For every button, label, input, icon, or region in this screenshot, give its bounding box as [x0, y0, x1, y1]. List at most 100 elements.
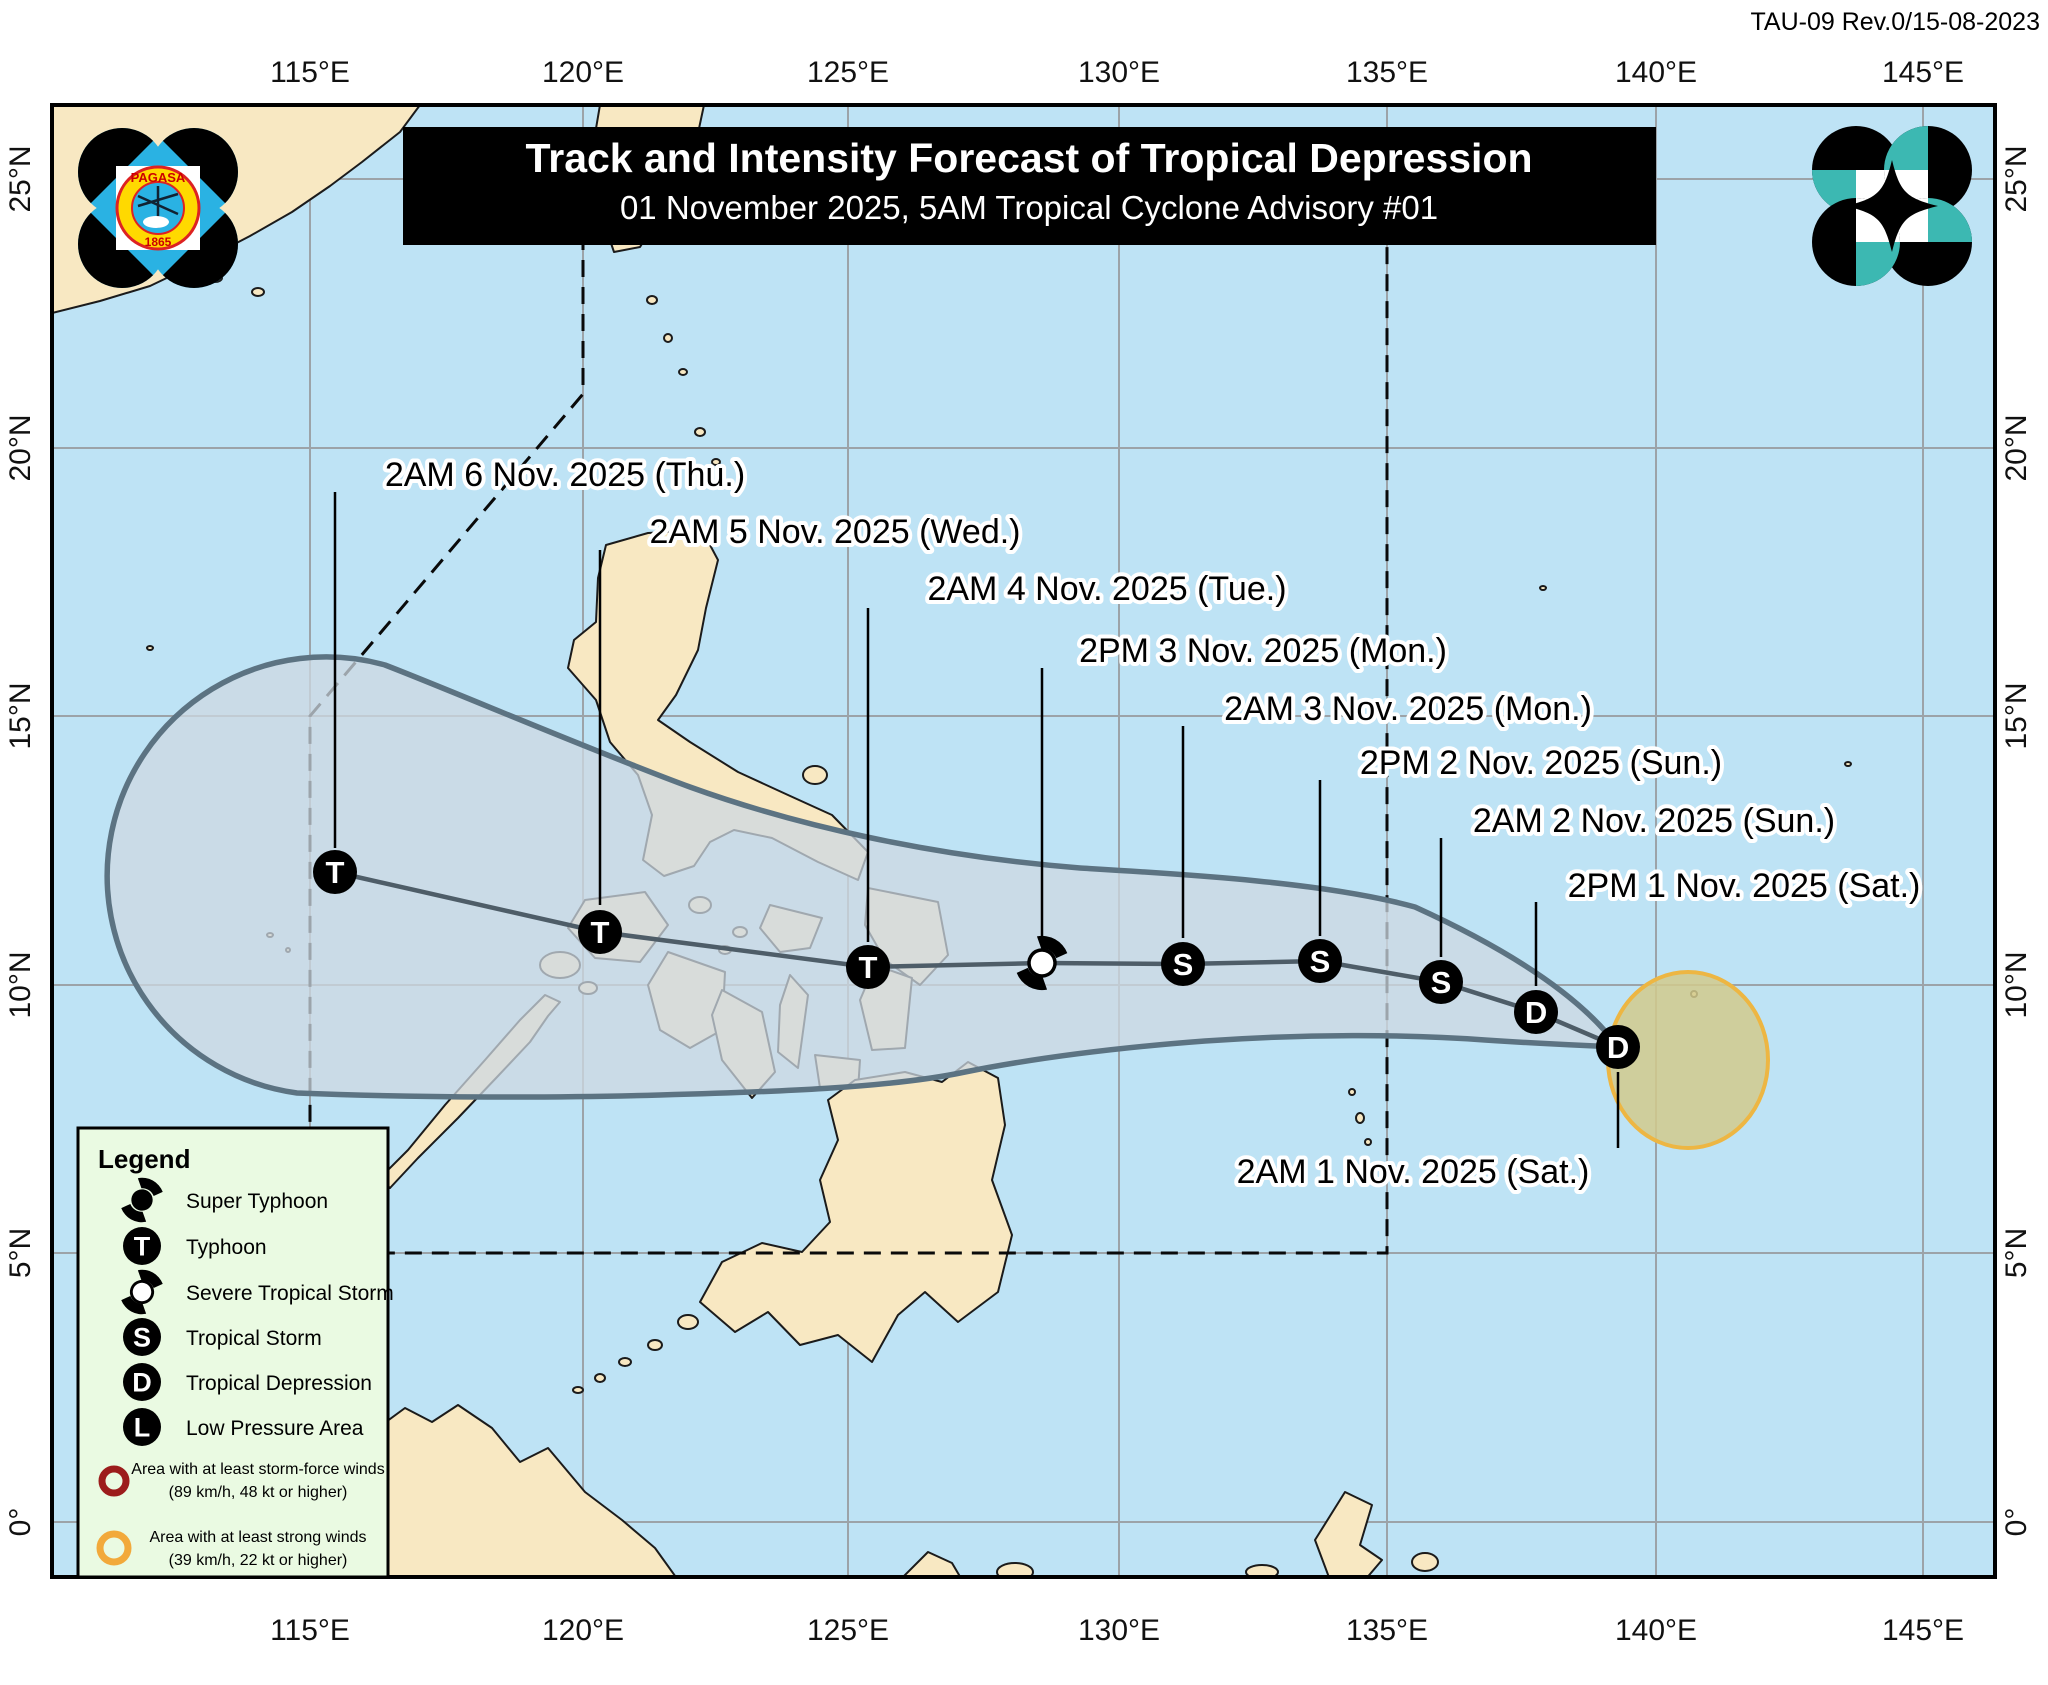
legend-item-label: Severe Tropical Storm — [186, 1282, 394, 1305]
track-point-labels: 2AM 1 Nov. 2025 (Sat.) 2PM 1 Nov. 2025 (… — [381, 452, 1925, 1195]
typhoon-icon: T — [578, 910, 622, 954]
catanduanes — [802, 765, 828, 785]
svg-text:145°E: 145°E — [1882, 1614, 1964, 1647]
low-pressure-area-legend-icon: L — [123, 1408, 161, 1446]
svg-text:130°E: 130°E — [1078, 56, 1160, 89]
svg-text:0°: 0° — [4, 1508, 37, 1537]
svg-text:S: S — [1431, 965, 1452, 1000]
wind-area-label: (89 km/h, 48 kt or higher) — [169, 1484, 348, 1501]
doc-reference: TAU-09 Rev.0/15-08-2023 — [1750, 8, 2040, 36]
svg-text:1865: 1865 — [145, 235, 172, 249]
tropical-storm-icon: S — [1161, 942, 1205, 986]
svg-text:15°N: 15°N — [2000, 682, 2033, 749]
svg-text:5°N: 5°N — [4, 1228, 37, 1278]
super-typhoon-legend-icon — [114, 1172, 170, 1228]
typhoon-icon: T — [846, 945, 890, 989]
svg-text:10°N: 10°N — [4, 951, 37, 1018]
latitude-labels-right: 25°N 20°N 15°N 10°N 5°N 0° — [2000, 145, 2033, 1536]
svg-text:125°E: 125°E — [807, 56, 889, 89]
svg-text:PAGASA: PAGASA — [131, 170, 186, 185]
track-point-label: 2PM 3 Nov. 2025 (Mon.) — [1079, 632, 1447, 670]
svg-text:140°E: 140°E — [1615, 1614, 1697, 1647]
map-subtitle: 01 November 2025, 5AM Tropical Cyclone A… — [620, 189, 1438, 226]
label-leader-lines — [333, 492, 1620, 1148]
track-point-label: 2AM 6 Nov. 2025 (Thu.) — [385, 456, 745, 494]
tropical-depression-icon: D — [1596, 1025, 1640, 1069]
severe-tropical-storm-legend-icon — [114, 1264, 170, 1320]
track-point-label: 2AM 3 Nov. 2025 (Mon.) — [1224, 690, 1592, 728]
tropical-storm-icon: S — [1419, 960, 1463, 1004]
severe-tropical-storm-icon — [1008, 929, 1076, 997]
svg-text:S: S — [133, 1323, 151, 1353]
wind-area-label: Area with at least strong winds — [150, 1529, 367, 1546]
svg-text:D: D — [1525, 995, 1547, 1030]
svg-text:25°N: 25°N — [4, 145, 37, 212]
storm-symbols: D D S S S T T T — [313, 850, 1640, 1069]
svg-text:S: S — [1310, 944, 1331, 979]
svg-text:S: S — [1173, 947, 1194, 982]
svg-text:L: L — [134, 1413, 151, 1443]
track-point-label: 2PM 1 Nov. 2025 (Sat.) — [1568, 867, 1921, 905]
tropical-depression-icon: D — [1514, 990, 1558, 1034]
svg-text:0°: 0° — [2000, 1508, 2033, 1537]
svg-text:D: D — [1607, 1030, 1629, 1065]
track-point-label: 2AM 4 Nov. 2025 (Tue.) — [927, 570, 1286, 608]
tropical-depression-legend-icon: D — [123, 1363, 161, 1401]
map-border — [50, 103, 1997, 1579]
typhoon-icon: T — [313, 850, 357, 894]
svg-text:135°E: 135°E — [1346, 1614, 1428, 1647]
svg-text:D: D — [132, 1368, 152, 1398]
svg-text:120°E: 120°E — [542, 1614, 624, 1647]
legend-box — [76, 1126, 390, 1579]
dost-star-icon — [1846, 160, 1938, 252]
svg-text:15°N: 15°N — [4, 682, 37, 749]
typhoon-legend-icon: T — [123, 1227, 161, 1265]
legend-item-label: Super Typhoon — [186, 1190, 328, 1213]
wind-area-label: Area with at least storm-force winds — [131, 1461, 384, 1478]
svg-text:145°E: 145°E — [1882, 56, 1964, 89]
map-title: Track and Intensity Forecast of Tropical… — [525, 135, 1532, 181]
track-point-label: 2AM 1 Nov. 2025 (Sat.) — [1237, 1153, 1590, 1191]
legend-item-label: Typhoon — [186, 1236, 267, 1259]
svg-text:120°E: 120°E — [542, 56, 624, 89]
mindanao — [699, 1061, 1013, 1363]
svg-text:T: T — [326, 855, 345, 890]
forecast-cone — [104, 654, 1621, 1100]
legend: Legend Super Typhoon T Typhoon Severe Tr… — [76, 1126, 394, 1579]
svg-text:130°E: 130°E — [1078, 1614, 1160, 1647]
track-point-label: 2AM 2 Nov. 2025 (Sun.) — [1473, 802, 1835, 840]
svg-text:T: T — [591, 915, 610, 950]
strong-winds-ring-icon — [96, 1530, 132, 1566]
latitude-labels-left: 25°N 20°N 15°N 10°N 5°N 0° — [4, 145, 37, 1536]
track-point-label: 2AM 5 Nov. 2025 (Wed.) — [649, 513, 1020, 551]
svg-text:20°N: 20°N — [2000, 414, 2033, 481]
svg-text:20°N: 20°N — [4, 414, 37, 481]
svg-text:135°E: 135°E — [1346, 56, 1428, 89]
legend-title: Legend — [98, 1144, 190, 1174]
svg-text:T: T — [134, 1232, 151, 1262]
svg-text:125°E: 125°E — [807, 1614, 889, 1647]
svg-text:140°E: 140°E — [1615, 56, 1697, 89]
logo-cloud-icon — [143, 216, 169, 228]
svg-text:T: T — [859, 950, 878, 985]
pagasa-logo: PAGASA 1865 — [78, 128, 238, 288]
svg-text:5°N: 5°N — [2000, 1228, 2033, 1278]
longitude-labels-bottom: 115°E 120°E 125°E 130°E 135°E 140°E 145°… — [270, 1614, 1964, 1647]
title-bar: Track and Intensity Forecast of Tropical… — [403, 127, 1656, 245]
tropical-storm-icon: S — [1298, 939, 1342, 983]
tropical-storm-legend-icon: S — [123, 1318, 161, 1356]
legend-item-label: Low Pressure Area — [186, 1417, 364, 1440]
svg-text:115°E: 115°E — [270, 56, 350, 89]
legend-item-label: Tropical Depression — [186, 1372, 372, 1395]
svg-text:115°E: 115°E — [270, 1614, 350, 1647]
legend-item-label: Tropical Storm — [186, 1327, 322, 1350]
storm-force-winds-ring-icon — [98, 1465, 130, 1497]
track-point-label: 2PM 2 Nov. 2025 (Sun.) — [1360, 744, 1722, 782]
longitude-labels-top: 115°E 120°E 125°E 130°E 135°E 140°E 145°… — [270, 56, 1964, 89]
svg-text:10°N: 10°N — [2000, 951, 2033, 1018]
svg-text:25°N: 25°N — [2000, 145, 2033, 212]
wind-area-label: (39 km/h, 22 kt or higher) — [169, 1552, 348, 1569]
dost-logo — [1812, 126, 1972, 286]
